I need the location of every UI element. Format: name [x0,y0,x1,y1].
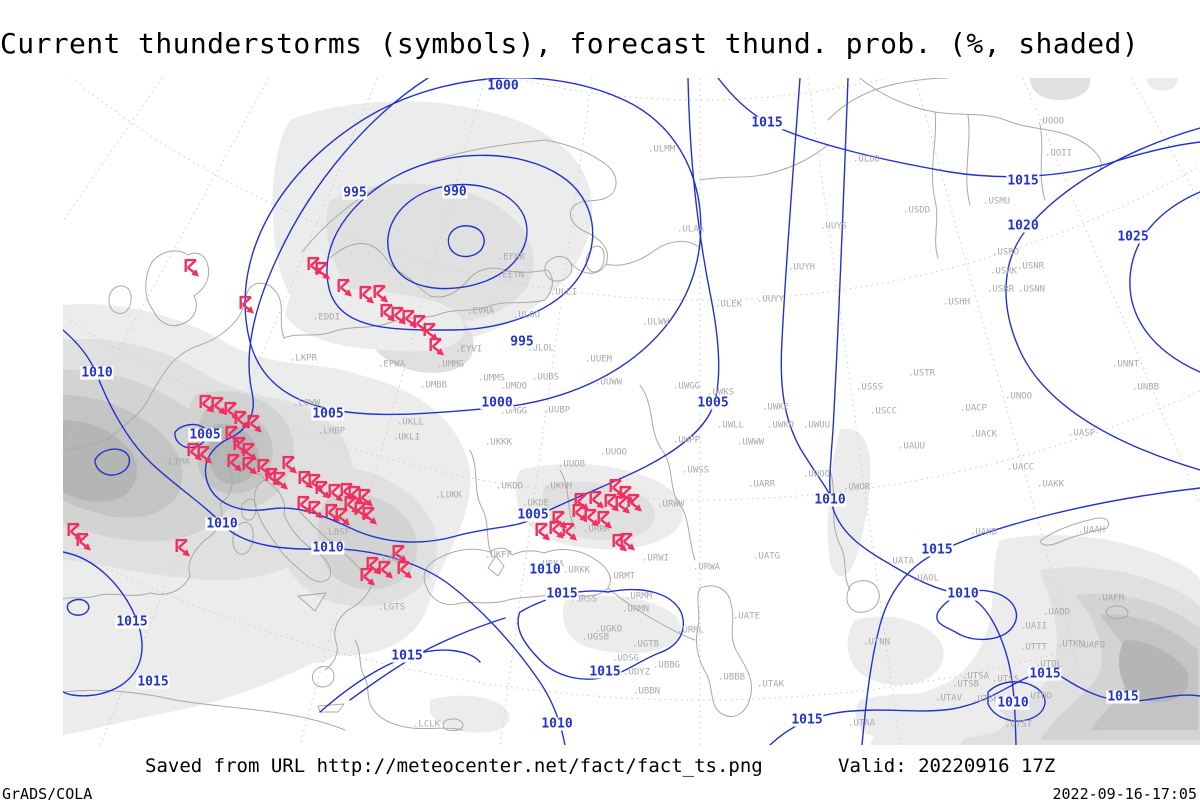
valid-time-text: Valid: 20220916 17Z [838,755,1056,777]
creation-timestamp: 2022-09-16-17:05 [1052,785,1198,800]
graticule [63,78,1200,745]
isobars [63,78,1200,745]
map-layers [63,78,1200,745]
grads-cola-credit: GrADS/COLA [2,785,93,800]
saved-from-url-text: Saved from URL http://meteocenter.net/fa… [145,755,763,777]
map-title: Current thunderstorms (symbols), forecas… [0,27,1139,60]
coastlines [63,78,1129,732]
probability-shading [63,78,1200,745]
